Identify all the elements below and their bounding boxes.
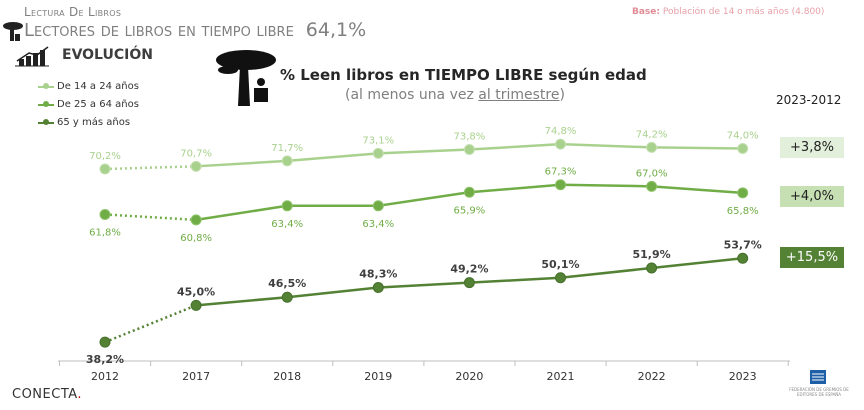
data-point: [190, 299, 202, 311]
data-label: 61,8%: [89, 227, 121, 238]
data-label: 73,8%: [454, 132, 486, 143]
legend-label: De 14 a 24 años: [57, 81, 139, 92]
data-point: [646, 141, 658, 153]
data-label: 53,7%: [724, 238, 762, 251]
brand-text: CONECTA: [12, 387, 78, 402]
data-point: [737, 142, 749, 154]
tree-reader-small-icon: [3, 22, 23, 41]
x-tick-label: 2017: [182, 370, 210, 383]
data-label: 60,8%: [180, 233, 212, 244]
data-point: [463, 144, 475, 156]
series-gap-segment: [104, 304, 197, 344]
x-tick-label: 2022: [638, 370, 666, 383]
legend-marker: [38, 118, 54, 125]
legend-marker: [38, 100, 54, 107]
data-point: [281, 291, 293, 303]
data-label: 46,5%: [268, 277, 306, 290]
data-point: [190, 214, 202, 226]
legend-item: De 25 a 64 años: [38, 99, 139, 110]
change-header: 2023-2012: [776, 93, 842, 107]
subtitle-text: (al menos una vez: [345, 87, 479, 103]
tree-reader-icon: [216, 50, 276, 106]
data-point: [372, 200, 384, 212]
data-point: [99, 208, 111, 220]
legend-item: 65 y más años: [38, 117, 130, 128]
data-label: 71,7%: [271, 143, 303, 154]
data-label: 74,8%: [545, 126, 577, 137]
brand-dot: .: [77, 387, 83, 402]
data-point: [463, 186, 475, 198]
legend-label: 65 y más años: [57, 117, 131, 128]
change-badge: +15,5%: [780, 247, 844, 268]
data-point: [737, 252, 749, 264]
base-text: Población de 14 o más años (4.800): [662, 7, 825, 17]
data-label: 73,1%: [362, 135, 394, 146]
legend-item: De 14 a 24 años: [38, 81, 139, 92]
data-label: 51,9%: [633, 248, 671, 261]
chart-title: % Leen libros en TIEMPO LIBRE según edad: [280, 66, 647, 84]
chart-subtitle: (al menos una vez al trimestre): [345, 87, 565, 103]
legend-marker: [38, 82, 54, 89]
x-tick-label: 2019: [364, 370, 392, 383]
data-point: [555, 138, 566, 150]
subtitle-underlined: al trimestre: [478, 87, 560, 103]
x-tick-label: 2012: [91, 370, 119, 383]
data-label: 70,2%: [89, 151, 121, 162]
data-point: [463, 277, 475, 289]
data-label: 48,3%: [359, 267, 397, 280]
publisher-logo-icon: [810, 370, 826, 384]
data-label: 70,7%: [180, 148, 212, 159]
supertitle: Lectura De Libros: [24, 5, 122, 19]
line-chart: 2012 2017 2018 2019 2020 2021 2022 2023 70,2% 70,…: [58, 126, 790, 383]
base-label: Base:: [632, 7, 660, 17]
data-label: 74,2%: [636, 129, 668, 140]
x-tick-label: 2021: [547, 370, 575, 383]
x-tick-label: 2020: [455, 370, 483, 383]
data-point: [372, 281, 384, 293]
change-badge: +3,8%: [780, 137, 844, 158]
x-tick-label: 2023: [729, 370, 757, 383]
data-point: [646, 262, 658, 274]
data-point: [737, 187, 749, 199]
data-label: 38,2%: [86, 353, 124, 366]
data-label: 65,8%: [727, 206, 759, 217]
data-point: [99, 163, 111, 175]
data-point: [555, 179, 566, 191]
conecta-logo: CONECTA.: [12, 387, 82, 402]
data-label: 67,0%: [636, 168, 668, 179]
series-gap-segment: [104, 165, 197, 171]
data-point: [281, 155, 293, 167]
data-label: 74,0%: [727, 130, 759, 141]
legend-label: De 25 a 64 años: [57, 99, 139, 110]
subtitle-end: ): [559, 87, 565, 103]
data-label: 45,0%: [177, 285, 215, 298]
data-label: 63,4%: [271, 219, 303, 230]
data-point: [190, 160, 202, 172]
page-title: Lectores de libros en tiempo libre 64,1%: [24, 19, 366, 41]
change-badge: +4,0%: [780, 186, 844, 207]
publisher-logo-text: FEDERACIÓN DE GREMIOS DE EDITORES DE ESP…: [789, 387, 849, 397]
data-label: 49,2%: [450, 263, 488, 276]
section-title: EVOLUCIÓN: [62, 47, 153, 63]
data-label: 50,1%: [541, 258, 579, 271]
data-label: 65,9%: [454, 205, 486, 216]
x-tick-label: 2018: [273, 370, 301, 383]
title-text: Lectores de libros en tiempo libre: [24, 20, 294, 41]
data-point: [281, 200, 293, 212]
data-label: 67,3%: [545, 167, 577, 178]
data-point: [99, 336, 111, 348]
data-label: 63,4%: [362, 219, 394, 230]
series-gap-segment: [104, 213, 197, 222]
title-value: 64,1%: [305, 19, 367, 41]
data-point: [646, 180, 658, 192]
growth-chart-icon: [15, 46, 49, 67]
base-note: Base: Población de 14 o más años (4.800): [632, 7, 824, 17]
data-point: [372, 147, 384, 159]
data-point: [555, 272, 566, 284]
